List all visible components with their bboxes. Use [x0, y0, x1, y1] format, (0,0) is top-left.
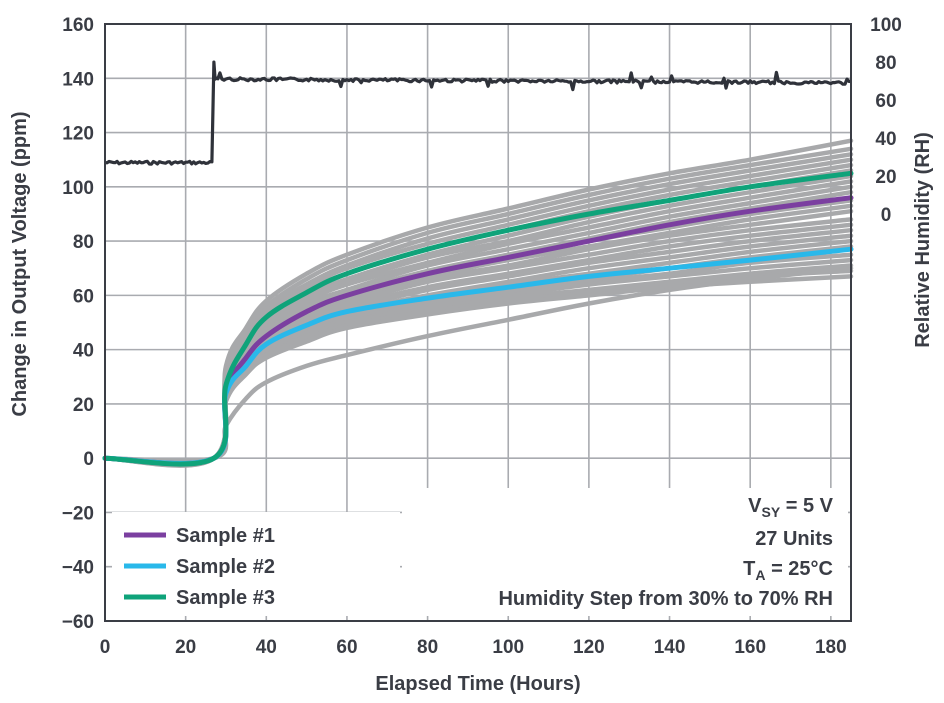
- y2-axis-ticks: 100 80 60 40 20 0: [870, 15, 902, 226]
- x-axis-ticks: 0 20 40 60 80 100 120 140 160 180: [100, 637, 847, 658]
- legend-label: Sample #1: [176, 525, 275, 547]
- vsy-note: VSY = 5 V: [748, 495, 834, 520]
- x-tick-label: 100: [492, 637, 524, 658]
- x-tick-label: 80: [417, 637, 438, 658]
- x-tick-label: 40: [256, 637, 277, 658]
- y2-axis-title: Relative Humidity (RH): [912, 132, 934, 348]
- legend: Sample #1 Sample #2 Sample #3: [112, 512, 400, 616]
- x-tick-label: 140: [654, 637, 686, 658]
- y2-tick-label: 40: [875, 129, 896, 150]
- y-tick-label: −20: [62, 503, 94, 524]
- humidity-line: [104, 60, 852, 166]
- y2-tick-label: 0: [881, 205, 892, 226]
- x-tick-label: 120: [573, 637, 605, 658]
- y-tick-label: 20: [73, 395, 94, 416]
- y-tick-label: 120: [62, 124, 94, 145]
- y-tick-label: 80: [73, 232, 94, 253]
- y-tick-label: 0: [83, 449, 94, 470]
- legend-label: Sample #2: [176, 556, 275, 578]
- units-note: 27 Units: [755, 528, 833, 550]
- y-tick-label: 40: [73, 341, 94, 362]
- y2-tick-label: 60: [875, 91, 896, 112]
- sample-curves: [102, 170, 854, 467]
- notes-background: [402, 488, 848, 616]
- x-tick-label: 160: [734, 637, 766, 658]
- x-tick-label: 60: [336, 637, 357, 658]
- y2-tick-label: 100: [870, 15, 902, 36]
- y-tick-label: 100: [62, 178, 94, 199]
- unit-curve: [102, 198, 854, 467]
- humidity-step-note: Humidity Step from 30% to 70% RH: [498, 588, 833, 610]
- legend-label: Sample #3: [176, 587, 275, 609]
- humidity-curve: [104, 60, 852, 166]
- y-tick-label: 160: [62, 15, 94, 36]
- y-tick-label: −40: [62, 558, 94, 579]
- x-tick-label: 180: [815, 637, 847, 658]
- y-tick-label: 60: [73, 286, 94, 307]
- ta-note: TA = 25°C: [743, 558, 833, 583]
- condition-notes: VSY = 5 V 27 Units TA = 25°C Humidity St…: [402, 488, 848, 616]
- y-tick-label: 140: [62, 69, 94, 90]
- y-tick-label: −60: [62, 612, 94, 633]
- y-axis-title: Change in Output Voltage (ppm): [9, 111, 31, 416]
- x-tick-label: 0: [100, 637, 111, 658]
- y2-tick-label: 80: [875, 53, 896, 74]
- plot-border: [104, 23, 852, 622]
- x-axis-title: Elapsed Time (Hours): [375, 673, 580, 695]
- y-axis-ticks: 160 140 120 100 80 60 40 20 0 −20 −40 −60: [62, 15, 94, 633]
- series-line-sample-3: [102, 170, 854, 467]
- x-tick-label: 20: [175, 637, 196, 658]
- y2-tick-label: 20: [875, 167, 896, 188]
